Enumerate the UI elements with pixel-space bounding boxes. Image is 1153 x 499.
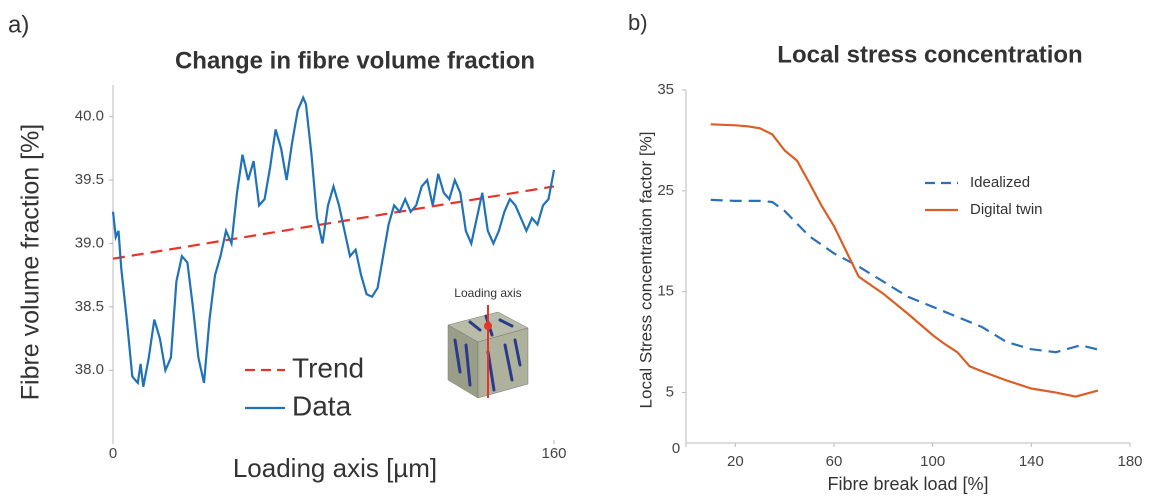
data-line	[112, 185, 555, 260]
x-tick-label: 160	[541, 445, 566, 462]
data-line	[710, 198, 1101, 354]
x-tick-label: 20	[727, 453, 744, 470]
y-tick-label: 5	[666, 384, 674, 401]
chart-title: Local stress concentration	[777, 41, 1082, 68]
data-line	[710, 123, 1099, 398]
y-tick-label: 35	[657, 81, 674, 98]
data-line	[111, 94, 556, 388]
x-tick-label: 0	[109, 445, 117, 462]
legend-label: Trend	[292, 352, 364, 383]
y-tick-label: 39.0	[75, 234, 104, 251]
y-tick-label: 25	[657, 182, 674, 199]
legend-label: Data	[292, 390, 352, 421]
y-tick-label: 38.5	[75, 298, 104, 315]
legend-label: Idealized	[970, 174, 1030, 191]
y-tick-label: 38.0	[75, 361, 104, 378]
x-tick-label: 180	[1117, 453, 1142, 470]
chart-title: Change in fibre volume fraction	[175, 47, 535, 74]
annotation: Loading axis	[454, 286, 521, 300]
inset-cube	[447, 305, 529, 399]
y-axis-label: Local Stress concentration factor [%]	[636, 132, 655, 409]
x-tick-label: 0	[672, 440, 680, 457]
panel-label: a)	[8, 11, 29, 38]
x-tick-label: 140	[1019, 453, 1044, 470]
y-tick-label: 40.0	[75, 108, 104, 125]
x-tick-label: 60	[826, 453, 843, 470]
legend-label: Digital twin	[970, 201, 1043, 218]
y-axis-label: Fibre volume fraction [%]	[17, 124, 45, 401]
panel-label: b)	[628, 10, 648, 35]
y-tick-label: 15	[657, 283, 674, 300]
x-tick-label: 100	[920, 453, 945, 470]
x-axis-label: Fibre break load [%]	[827, 474, 988, 494]
y-tick-label: 39.5	[75, 171, 104, 188]
x-axis-label: Loading axis [µm]	[233, 453, 437, 483]
